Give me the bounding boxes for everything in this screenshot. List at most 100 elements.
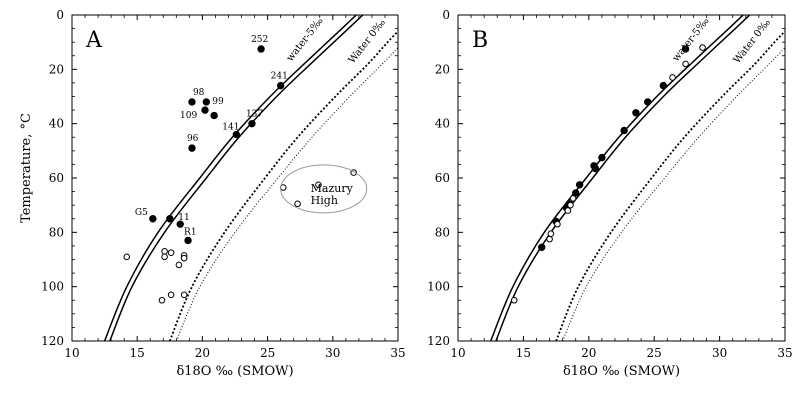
x-tick-label: 30 xyxy=(325,346,340,360)
data-point-filled xyxy=(590,162,598,170)
point-label: 11 xyxy=(178,213,189,223)
y-tick-label: 20 xyxy=(49,62,64,76)
annotation-text: Mazury xyxy=(311,182,354,195)
curve-label: Water 0‰ xyxy=(732,17,773,66)
data-point-filled xyxy=(620,126,628,135)
data-point-filled xyxy=(176,220,184,228)
data-point-filled xyxy=(659,81,668,90)
data-point-filled xyxy=(572,189,580,197)
x-tick-label: 35 xyxy=(777,346,792,360)
data-point-filled xyxy=(598,153,606,162)
x-axis-title: δ18O ‰ (SMOW) xyxy=(176,364,293,379)
data-point-filled xyxy=(276,81,285,90)
curve-line-0 xyxy=(103,15,357,341)
curve-line-1 xyxy=(495,15,751,341)
data-point-open xyxy=(161,253,168,261)
data-point-filled xyxy=(188,144,196,152)
data-point-open xyxy=(699,44,706,51)
data-point-filled xyxy=(210,111,218,120)
y-tick-label: 120 xyxy=(427,334,450,348)
data-point-filled xyxy=(257,45,265,53)
curve-line-0 xyxy=(490,15,744,341)
data-point-filled xyxy=(538,243,546,251)
point-label: 109 xyxy=(180,111,197,121)
y-axis-title: Temperature, °C xyxy=(19,113,34,223)
panel-letter: B xyxy=(472,28,488,53)
y-tick-label: 120 xyxy=(41,334,64,348)
point-label: R1 xyxy=(184,227,197,237)
point-label: 141 xyxy=(222,123,239,133)
y-tick-label: 80 xyxy=(435,225,450,239)
data-point-open xyxy=(294,200,301,208)
data-point-open xyxy=(175,261,183,269)
x-tick-label: 15 xyxy=(130,346,145,360)
x-tick-label: 20 xyxy=(581,346,596,360)
point-label: 99 xyxy=(212,97,224,107)
curve-line-3 xyxy=(562,47,785,341)
x-tick-label: 35 xyxy=(390,346,405,360)
mazury-high-ellipse xyxy=(280,164,368,214)
point-label: G5 xyxy=(135,208,148,218)
data-point-filled xyxy=(681,45,690,53)
x-tick-label: 25 xyxy=(260,346,275,360)
point-label: 96 xyxy=(187,134,199,144)
data-point-filled xyxy=(643,98,652,106)
point-label: 98 xyxy=(193,88,205,98)
point-label: 252 xyxy=(251,35,268,45)
curve-label: water-5‰ xyxy=(285,16,326,64)
plot-frame xyxy=(71,14,399,342)
curve-line-3 xyxy=(175,47,398,341)
curve-line-1 xyxy=(109,15,364,341)
y-tick-label: 20 xyxy=(435,62,450,76)
x-tick-label: 20 xyxy=(195,346,210,360)
data-point-open xyxy=(554,220,561,228)
data-point-filled xyxy=(632,109,640,117)
data-point-open xyxy=(547,230,555,237)
plot-frame xyxy=(457,14,786,342)
y-tick-label: 60 xyxy=(435,171,450,185)
data-point-filled xyxy=(575,181,584,189)
curve-line-2 xyxy=(555,30,785,341)
data-point-open xyxy=(564,207,572,214)
annotation-text: High xyxy=(311,194,338,207)
data-point-filled xyxy=(202,98,211,106)
curves xyxy=(103,15,398,341)
data-point-open xyxy=(569,195,577,202)
y-tick-label: 100 xyxy=(427,280,450,294)
data-point-open xyxy=(682,60,689,68)
x-axis-title: δ18O ‰ (SMOW) xyxy=(563,364,680,379)
x-tick-label: 10 xyxy=(450,346,465,360)
y-tick-label: 60 xyxy=(49,171,64,185)
point-label: 137 xyxy=(246,110,263,120)
y-tick-label: 0 xyxy=(442,8,450,22)
x-tick-label: 10 xyxy=(64,346,79,360)
data-point-filled xyxy=(184,236,192,245)
data-point-open xyxy=(180,254,188,262)
curves xyxy=(490,15,785,341)
data-point-open xyxy=(158,296,166,304)
data-point-filled xyxy=(188,98,196,106)
y-tick-label: 40 xyxy=(49,117,64,131)
y-tick-label: 100 xyxy=(41,280,64,294)
data-point-open xyxy=(510,296,518,304)
y-tick-label: 0 xyxy=(56,8,64,22)
data-point-filled xyxy=(201,106,209,114)
x-tick-label: 25 xyxy=(647,346,662,360)
point-label: 241 xyxy=(271,72,288,82)
data-point-open xyxy=(315,181,322,189)
data-point-filled xyxy=(166,215,174,223)
data-point-open xyxy=(567,201,574,209)
data-point-open xyxy=(167,291,175,299)
data-point-filled xyxy=(248,119,256,128)
data-point-filled xyxy=(149,215,157,223)
panel-letter: A xyxy=(85,28,103,53)
y-tick-label: 80 xyxy=(49,225,64,239)
data-point-open xyxy=(161,248,168,255)
data-point-open xyxy=(669,74,676,81)
x-tick-label: 30 xyxy=(712,346,727,360)
data-point-open xyxy=(546,235,553,243)
